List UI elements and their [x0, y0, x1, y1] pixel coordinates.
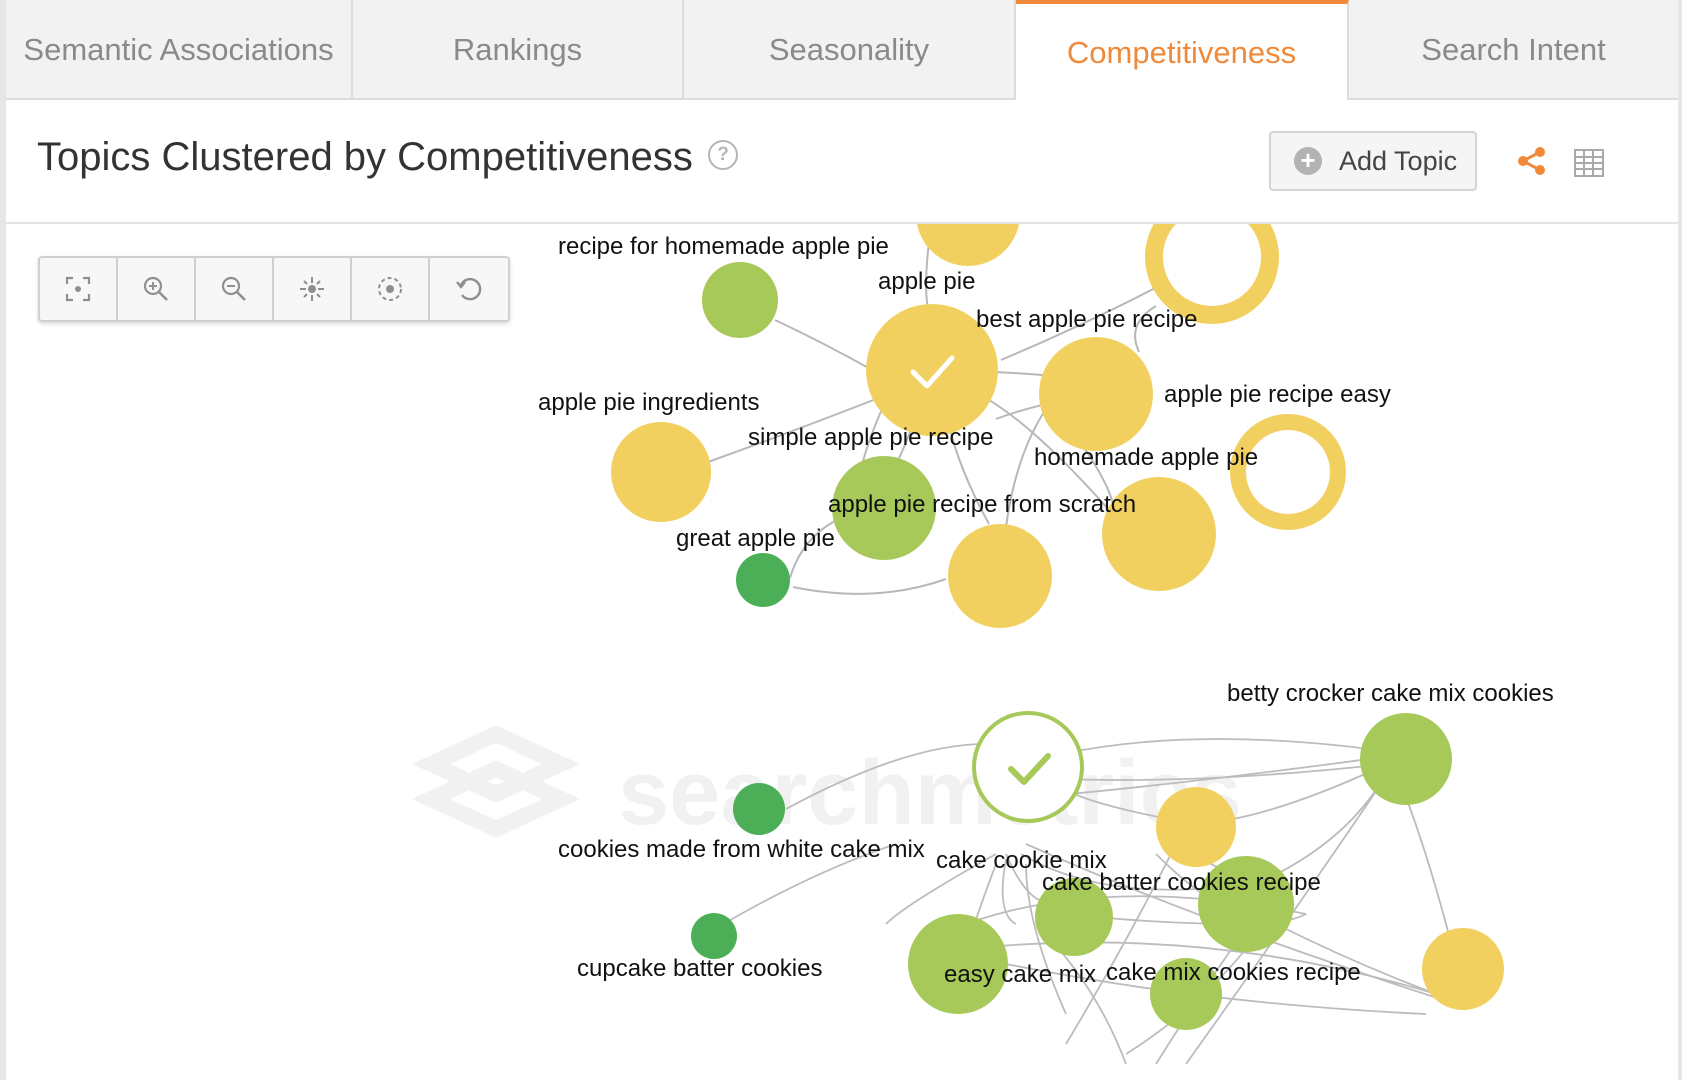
label-great-apple-pie: great apple pie	[676, 525, 835, 552]
page-title: Topics Clustered by Competitiveness	[37, 135, 693, 179]
panel-header: Topics Clustered by Competitiveness ? + …	[6, 100, 1678, 224]
cluster-graph[interactable]: searchmetrics	[6, 224, 1678, 1077]
tab-competitiveness[interactable]: Competitiveness	[1016, 0, 1349, 102]
node-best-apple-pie-recipe[interactable]	[1039, 337, 1153, 451]
label-homemade-apple-pie: homemade apple pie	[1034, 444, 1258, 471]
help-icon[interactable]: ?	[708, 140, 738, 170]
label-cookies-made-from-white-cake-mix: cookies made from white cake mix	[558, 836, 925, 863]
node-homemade-apple-pie[interactable]	[1102, 477, 1216, 591]
label-apple-pie: apple pie	[878, 268, 975, 295]
fit-screen-icon	[65, 276, 91, 302]
node-yellow-mid[interactable]	[1156, 787, 1236, 867]
label-apple-pie-recipe-from-scratch: apple pie recipe from scratch	[828, 491, 1136, 518]
node-cookies-made-from-white-cake-mix[interactable]	[733, 783, 785, 835]
add-topic-label: Add Topic	[1339, 145, 1458, 176]
tab-seasonality[interactable]: Seasonality	[684, 0, 1016, 100]
frame-border-left	[0, 0, 6, 1080]
checkmark-icon	[910, 355, 955, 389]
label-easy-cake-mix: easy cake mix	[944, 961, 1096, 988]
node-cupcake-batter-cookies[interactable]	[691, 913, 737, 959]
watermark-logo-icon	[411, 725, 581, 838]
fit-screen-button[interactable]	[40, 258, 118, 320]
watermark-text: searchmetrics	[618, 742, 1242, 844]
node-great-apple-pie[interactable]	[736, 553, 790, 607]
zoom-out-button[interactable]	[196, 258, 274, 320]
node-recipe-for-homemade-apple-pie[interactable]	[702, 262, 778, 338]
node-cake-batter-cookies-recipe[interactable]	[1198, 856, 1294, 952]
tab-rankings[interactable]: Rankings	[353, 0, 684, 100]
node-green-mid[interactable]	[1035, 878, 1113, 956]
plus-circle-icon: +	[1294, 147, 1322, 175]
graph-toolbar	[38, 256, 510, 322]
focus-button[interactable]	[352, 258, 430, 320]
reset-button[interactable]	[430, 258, 508, 320]
label-apple-pie-recipe-easy: apple pie recipe easy	[1164, 381, 1391, 408]
label-best-apple-pie-recipe: best apple pie recipe	[976, 306, 1197, 333]
label-cake-cookie-mix: cake cookie mix	[936, 847, 1107, 874]
label-cake-mix-cookies-recipe: cake mix cookies recipe	[1106, 959, 1361, 986]
label-recipe-for-homemade-apple-pie: recipe for homemade apple pie	[558, 233, 889, 260]
node-yellow-bottom-right[interactable]	[1422, 928, 1504, 1010]
node-ring-top-right[interactable]	[1145, 224, 1279, 324]
table-view-icon[interactable]	[1574, 149, 1604, 177]
node-apple-pie-ingredients[interactable]	[611, 422, 711, 522]
node-cake-cookie-mix[interactable]	[972, 711, 1084, 823]
reset-icon	[456, 277, 482, 301]
node-top-partial[interactable]	[916, 224, 1020, 266]
label-cake-batter-cookies-recipe: cake batter cookies recipe	[1042, 869, 1321, 896]
tab-search-intent[interactable]: Search Intent	[1421, 32, 1606, 67]
node-simple-apple-pie-recipe[interactable]	[832, 456, 936, 560]
node-apple-pie-recipe-from-scratch[interactable]	[948, 524, 1052, 628]
zoom-out-icon	[221, 276, 246, 301]
zoom-in-button[interactable]	[118, 258, 196, 320]
node-betty-crocker-cake-mix-cookies[interactable]	[1360, 713, 1452, 805]
network-view-icon[interactable]	[1515, 144, 1549, 178]
center-button[interactable]	[274, 258, 352, 320]
label-apple-pie-ingredients: apple pie ingredients	[538, 389, 760, 416]
frame-border-right	[1678, 0, 1682, 1080]
node-apple-pie[interactable]	[866, 304, 998, 436]
graph-canvas[interactable]: searchmetrics	[6, 224, 1678, 1077]
label-simple-apple-pie-recipe: simple apple pie recipe	[748, 424, 993, 451]
tab-bar: Semantic Associations Rankings Seasonali…	[6, 0, 1678, 102]
zoom-in-icon	[143, 276, 168, 301]
focus-icon	[378, 277, 402, 301]
checkmark-icon	[1008, 753, 1051, 785]
label-cupcake-batter-cookies: cupcake batter cookies	[577, 955, 822, 982]
tab-semantic-associations[interactable]: Semantic Associations	[6, 0, 353, 100]
center-icon	[300, 277, 324, 301]
node-cake-mix-cookies-recipe[interactable]	[1150, 958, 1222, 1030]
label-betty-crocker-cake-mix-cookies: betty crocker cake mix cookies	[1227, 680, 1554, 707]
add-topic-button[interactable]: + Add Topic	[1269, 131, 1477, 191]
node-easy-cake-mix[interactable]	[908, 914, 1008, 1014]
node-apple-pie-recipe-easy[interactable]	[1230, 414, 1346, 530]
